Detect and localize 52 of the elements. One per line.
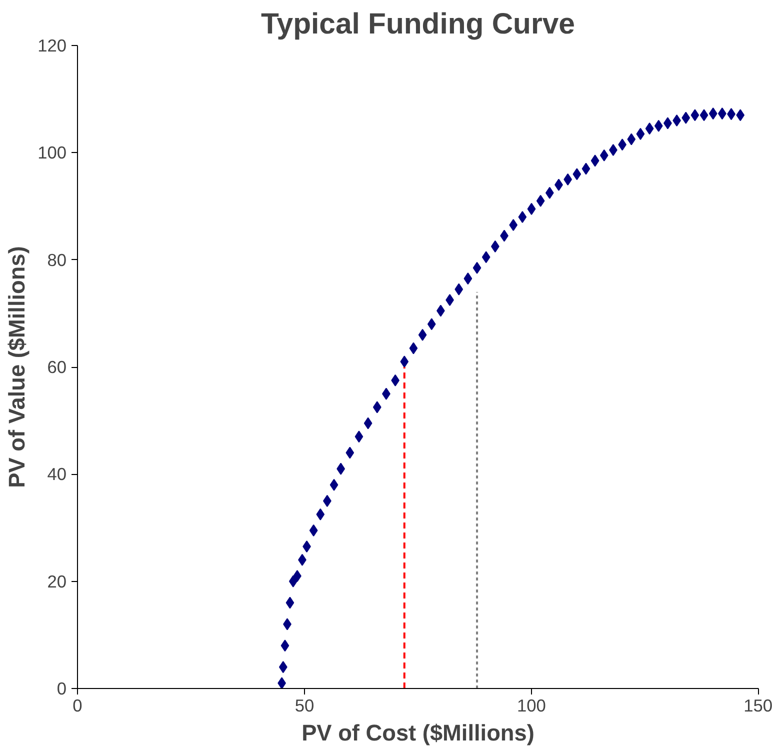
- point: [590, 154, 600, 167]
- point: [427, 318, 436, 330]
- point: [518, 210, 527, 223]
- point: [509, 219, 518, 232]
- point: [346, 446, 354, 459]
- y-tick-label: 60: [47, 357, 67, 377]
- x-tick-label: 150: [744, 696, 772, 716]
- point: [582, 162, 590, 175]
- point: [278, 661, 288, 674]
- point: [708, 108, 718, 120]
- point: [330, 478, 338, 491]
- point: [636, 128, 645, 140]
- point: [645, 122, 654, 135]
- x-tick-label: 100: [517, 696, 546, 716]
- point: [418, 328, 427, 341]
- point: [354, 430, 364, 443]
- point: [278, 677, 286, 688]
- point: [400, 356, 409, 368]
- y-tick-label: 120: [38, 36, 67, 56]
- y-axis-title: PV of Value ($Millions): [4, 246, 30, 488]
- x-axis-title: PV of Cost ($Millions): [302, 720, 534, 746]
- x-tick-label: 50: [294, 696, 314, 716]
- point: [600, 149, 608, 162]
- point: [454, 283, 464, 296]
- point: [736, 109, 745, 122]
- point: [309, 524, 318, 536]
- y-tick-label: 20: [47, 571, 67, 592]
- point: [472, 262, 482, 274]
- y-tick-label: 0: [56, 678, 67, 698]
- chart-title: Typical Funding Curve: [261, 8, 575, 40]
- y-tick-label: 40: [47, 464, 67, 484]
- point: [316, 508, 325, 520]
- y-tick-label: 100: [38, 142, 67, 163]
- point: [654, 120, 663, 132]
- point: [464, 272, 472, 285]
- point: [536, 194, 545, 207]
- point: [700, 109, 708, 122]
- point: [409, 342, 418, 354]
- point: [572, 168, 582, 180]
- point: [627, 133, 636, 146]
- point: [482, 251, 490, 264]
- point: [288, 575, 298, 588]
- point: [527, 202, 536, 215]
- point: [682, 112, 690, 124]
- x-tick-label: 0: [72, 696, 82, 716]
- point: [545, 186, 554, 199]
- point: [372, 401, 382, 414]
- point: [280, 640, 290, 652]
- y-tick-label: 80: [47, 250, 67, 270]
- point: [364, 417, 372, 430]
- point: [690, 109, 700, 122]
- point: [286, 596, 294, 609]
